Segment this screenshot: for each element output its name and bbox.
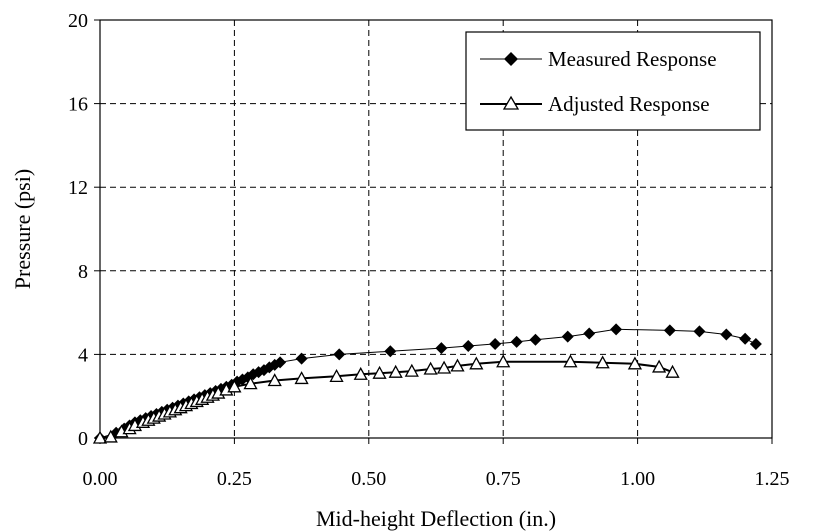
y-tick-label: 20 bbox=[68, 10, 88, 32]
y-tick-label: 4 bbox=[78, 344, 88, 366]
data-point-adjusted-response bbox=[92, 430, 108, 444]
data-point-adjusted-response bbox=[353, 366, 368, 380]
data-point-adjusted-response bbox=[652, 359, 667, 373]
data-point-adjusted-response bbox=[329, 368, 344, 382]
data-point-measured-response bbox=[583, 327, 596, 340]
series-group bbox=[92, 323, 762, 444]
x-tick-label: 1.25 bbox=[755, 468, 790, 490]
data-point-measured-response bbox=[739, 332, 752, 345]
data-point-adjusted-response bbox=[243, 376, 258, 390]
x-tick-label: 0.75 bbox=[486, 468, 521, 490]
data-point-measured-response bbox=[749, 337, 762, 350]
data-point-adjusted-response bbox=[595, 355, 610, 369]
data-point-measured-response bbox=[720, 328, 733, 341]
data-point-measured-response bbox=[610, 323, 623, 336]
axis-ticks: 0.00 0.25 0.50 0.75 1.00 1.25 0 4 8 12 16 20 bbox=[68, 10, 790, 490]
data-point-adjusted-response bbox=[665, 364, 680, 378]
data-point-adjusted-response bbox=[372, 365, 387, 379]
data-point-adjusted-response bbox=[388, 364, 403, 378]
data-point-measured-response bbox=[384, 345, 397, 358]
legend-marker-measured bbox=[504, 52, 518, 66]
data-point-measured-response bbox=[561, 330, 574, 343]
y-axis-title: Pressure (psi) bbox=[10, 169, 35, 289]
legend-label-adjusted: Adjusted Response bbox=[548, 92, 710, 116]
data-point-measured-response bbox=[295, 352, 308, 365]
data-point-adjusted-response bbox=[423, 361, 438, 375]
data-point-adjusted-response bbox=[469, 356, 484, 370]
y-tick-label: 0 bbox=[78, 428, 88, 450]
data-point-adjusted-response bbox=[294, 371, 309, 385]
data-point-measured-response bbox=[333, 348, 346, 361]
data-point-adjusted-response bbox=[404, 363, 419, 377]
x-tick-label: 0.50 bbox=[351, 468, 386, 490]
plot-area-frame bbox=[99, 19, 773, 439]
x-tick-label: 0.25 bbox=[217, 468, 252, 490]
legend-label-measured: Measured Response bbox=[548, 47, 717, 71]
data-point-adjusted-response bbox=[103, 429, 118, 443]
data-point-adjusted-response bbox=[436, 360, 452, 374]
x-tick-label: 0.00 bbox=[83, 468, 118, 490]
legend-box bbox=[465, 31, 761, 131]
data-point-measured-response bbox=[274, 356, 287, 369]
legend: Measured Response Adjusted Response bbox=[465, 31, 761, 131]
legend-marker-adjusted bbox=[502, 95, 520, 110]
data-point-adjusted-response bbox=[227, 379, 242, 393]
data-point-measured-response bbox=[489, 337, 502, 350]
data-point-adjusted-response bbox=[496, 354, 511, 368]
data-point-adjusted-response bbox=[627, 356, 643, 370]
data-point-measured-response bbox=[435, 342, 448, 355]
y-tick-label: 12 bbox=[68, 177, 88, 199]
data-point-measured-response bbox=[693, 325, 706, 338]
series-line-measured-response bbox=[99, 328, 757, 439]
data-point-adjusted-response bbox=[267, 373, 282, 387]
y-tick-label: 16 bbox=[68, 94, 88, 116]
data-point-adjusted-response bbox=[563, 354, 578, 368]
data-point-measured-response bbox=[663, 324, 676, 337]
data-point-measured-response bbox=[510, 335, 523, 348]
x-tick-label: 1.00 bbox=[620, 468, 655, 490]
data-point-adjusted-response bbox=[450, 358, 465, 372]
y-tick-label: 8 bbox=[78, 261, 88, 283]
x-axis-title: Mid-height Deflection (in.) bbox=[316, 506, 556, 531]
data-point-measured-response bbox=[529, 333, 542, 346]
data-point-measured-response bbox=[462, 340, 475, 353]
